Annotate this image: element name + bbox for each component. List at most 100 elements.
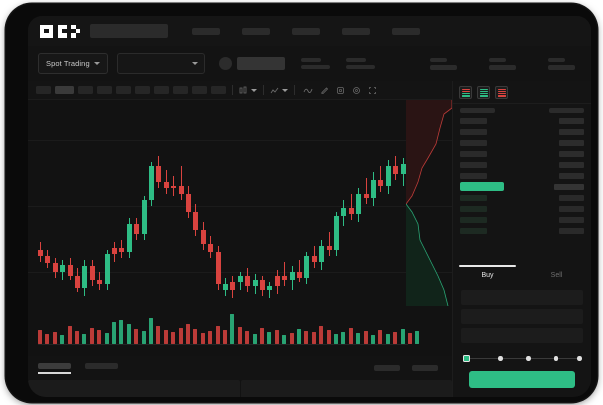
- pair-stat-value: [300, 65, 330, 69]
- timeframe-group: [36, 86, 226, 94]
- timeframe-button-9[interactable]: [211, 86, 226, 94]
- bottom-tab-0[interactable]: [38, 362, 71, 374]
- order-book-row-ask-0[interactable]: [460, 115, 584, 126]
- tab-sell[interactable]: Sell: [522, 265, 591, 285]
- timeframe-button-7[interactable]: [173, 86, 188, 94]
- order-book-row-ask-1[interactable]: [460, 126, 584, 137]
- order-amount-input[interactable]: [461, 309, 583, 324]
- nav-item-2[interactable]: [292, 27, 320, 35]
- indicator-icon[interactable]: [270, 86, 279, 95]
- trading-mode-label: Spot Trading: [46, 59, 90, 68]
- order-book-price: [559, 128, 584, 135]
- order-book-price: [559, 150, 584, 157]
- candle-style-icon[interactable]: [239, 86, 248, 95]
- order-book-price: [559, 139, 584, 146]
- place-buy-order-button[interactable]: [469, 371, 575, 388]
- depth-overlay: [406, 100, 452, 306]
- bottom-actions: [374, 365, 438, 371]
- volume-bar: [97, 330, 102, 344]
- market-stat-1: [489, 57, 516, 70]
- settings-icon[interactable]: [352, 86, 361, 95]
- fullscreen-icon[interactable]: [368, 86, 377, 95]
- order-amount-slider[interactable]: [463, 354, 582, 363]
- chevron-down-icon[interactable]: [282, 88, 288, 92]
- order-total-input[interactable]: [461, 328, 583, 343]
- volume-bar: [200, 333, 205, 344]
- order-book-mode-asks-only-icon[interactable]: [495, 86, 508, 99]
- timeframe-button-2[interactable]: [78, 86, 93, 94]
- order-book-row-bid-1[interactable]: [460, 203, 584, 214]
- search-input[interactable]: [90, 24, 168, 38]
- order-book-price: [559, 172, 584, 179]
- market-stat-0: [430, 57, 457, 70]
- chevron-down-icon[interactable]: [251, 88, 257, 92]
- nav-item-4[interactable]: [392, 27, 420, 35]
- volume-bar: [104, 333, 109, 344]
- volume-bar: [38, 330, 42, 344]
- price-chart[interactable]: [28, 100, 452, 306]
- trading-mode-select[interactable]: Spot Trading: [38, 53, 108, 74]
- order-book-row-ask-3[interactable]: [460, 148, 584, 159]
- bottom-action-1[interactable]: [412, 365, 438, 371]
- candle-style-group[interactable]: [239, 86, 257, 95]
- volume-bar: [126, 324, 131, 344]
- order-book-row-spread[interactable]: [460, 181, 584, 192]
- bottom-panel-1[interactable]: [240, 380, 452, 397]
- slider-stop-100[interactable]: [577, 356, 582, 361]
- bottom-action-0[interactable]: [374, 365, 400, 371]
- magnet-icon[interactable]: [336, 86, 345, 95]
- slider-stop-75[interactable]: [553, 356, 559, 361]
- tab-buy-label: Buy: [481, 271, 494, 279]
- bottom-tab-1[interactable]: [85, 362, 118, 374]
- volume-bar: [260, 328, 264, 344]
- order-book-mode-group: [453, 81, 591, 104]
- nav-item-3[interactable]: [342, 27, 370, 35]
- volume-bar: [415, 331, 420, 344]
- order-book-price: [554, 183, 584, 190]
- timeframe-button-6[interactable]: [154, 86, 169, 94]
- order-book-row-bid-2[interactable]: [460, 214, 584, 225]
- timeframe-button-4[interactable]: [116, 86, 131, 94]
- order-book-row-ask-2[interactable]: [460, 137, 584, 148]
- volume-bar: [282, 335, 287, 344]
- pair-select[interactable]: [116, 53, 205, 74]
- okx-logo-icon[interactable]: [40, 24, 80, 38]
- slider-track: [465, 358, 579, 359]
- slider-stop-50[interactable]: [526, 356, 531, 361]
- volume-chart[interactable]: [28, 306, 452, 356]
- pencil-icon[interactable]: [320, 86, 329, 95]
- market-stat-value: [489, 65, 516, 70]
- line-tool-icon[interactable]: [303, 86, 313, 95]
- order-book-mode-bids-only-icon[interactable]: [477, 86, 490, 99]
- slider-stop-25[interactable]: [498, 356, 503, 361]
- indicator-group[interactable]: [270, 86, 288, 95]
- timeframe-button-8[interactable]: [192, 86, 207, 94]
- order-book-amount: [460, 128, 487, 135]
- volume-bar: [67, 326, 72, 344]
- tab-buy[interactable]: Buy: [453, 265, 522, 285]
- nav-item-1[interactable]: [242, 27, 270, 35]
- order-price-input[interactable]: [461, 290, 583, 305]
- toolbar-divider: [263, 85, 264, 95]
- order-book-row-bid-0[interactable]: [460, 192, 584, 203]
- gridline: [28, 206, 452, 207]
- bottom-panel-0[interactable]: [28, 380, 240, 397]
- timeframe-button-1[interactable]: [55, 86, 74, 94]
- order-book-row-ask-5[interactable]: [460, 170, 584, 181]
- timeframe-button-0[interactable]: [36, 86, 51, 94]
- volume-bar: [245, 331, 250, 344]
- order-book-price: [559, 227, 584, 234]
- timeframe-button-5[interactable]: [135, 86, 150, 94]
- slider-handle[interactable]: [463, 355, 470, 362]
- device-screen: Spot Trading: [28, 16, 591, 397]
- order-book-mode-both-icon[interactable]: [459, 86, 472, 99]
- order-book-row-bid-3[interactable]: [460, 225, 584, 236]
- volume-bar: [75, 331, 79, 344]
- pair-stat-label: [300, 58, 321, 62]
- volume-bar: [341, 332, 346, 344]
- order-book-row-ask-4[interactable]: [460, 159, 584, 170]
- timeframe-button-3[interactable]: [97, 86, 112, 94]
- volume-bar: [163, 330, 168, 344]
- nav-item-0[interactable]: [192, 27, 220, 35]
